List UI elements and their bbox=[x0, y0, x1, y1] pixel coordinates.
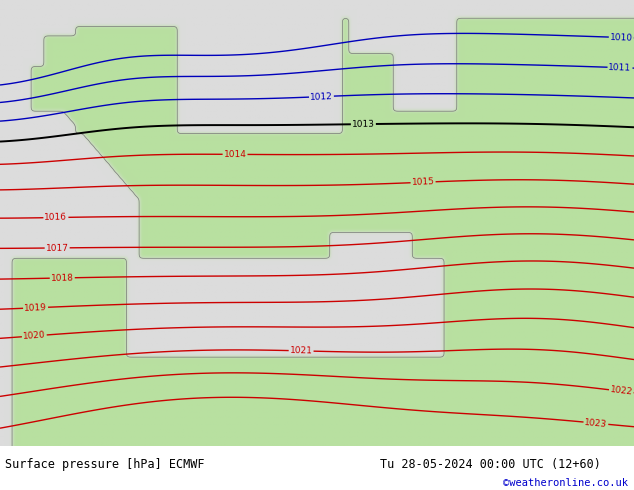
Text: 1012: 1012 bbox=[310, 92, 333, 101]
Text: 1017: 1017 bbox=[46, 244, 68, 252]
Text: Surface pressure [hPa] ECMWF: Surface pressure [hPa] ECMWF bbox=[5, 458, 205, 471]
Text: 1016: 1016 bbox=[44, 213, 67, 222]
Text: 1020: 1020 bbox=[23, 331, 46, 341]
Text: 1010: 1010 bbox=[610, 33, 633, 43]
Text: Tu 28-05-2024 00:00 UTC (12+60): Tu 28-05-2024 00:00 UTC (12+60) bbox=[380, 458, 601, 471]
Text: 1014: 1014 bbox=[224, 150, 247, 159]
Text: 1023: 1023 bbox=[584, 417, 608, 429]
Text: 1021: 1021 bbox=[290, 346, 313, 356]
Text: ©weatheronline.co.uk: ©weatheronline.co.uk bbox=[503, 478, 628, 488]
Text: 1015: 1015 bbox=[411, 177, 435, 187]
Text: 1011: 1011 bbox=[609, 63, 631, 73]
Text: 1019: 1019 bbox=[24, 303, 48, 313]
Text: 1018: 1018 bbox=[51, 273, 74, 283]
Text: 1013: 1013 bbox=[352, 120, 375, 129]
Text: 1022: 1022 bbox=[609, 386, 633, 397]
